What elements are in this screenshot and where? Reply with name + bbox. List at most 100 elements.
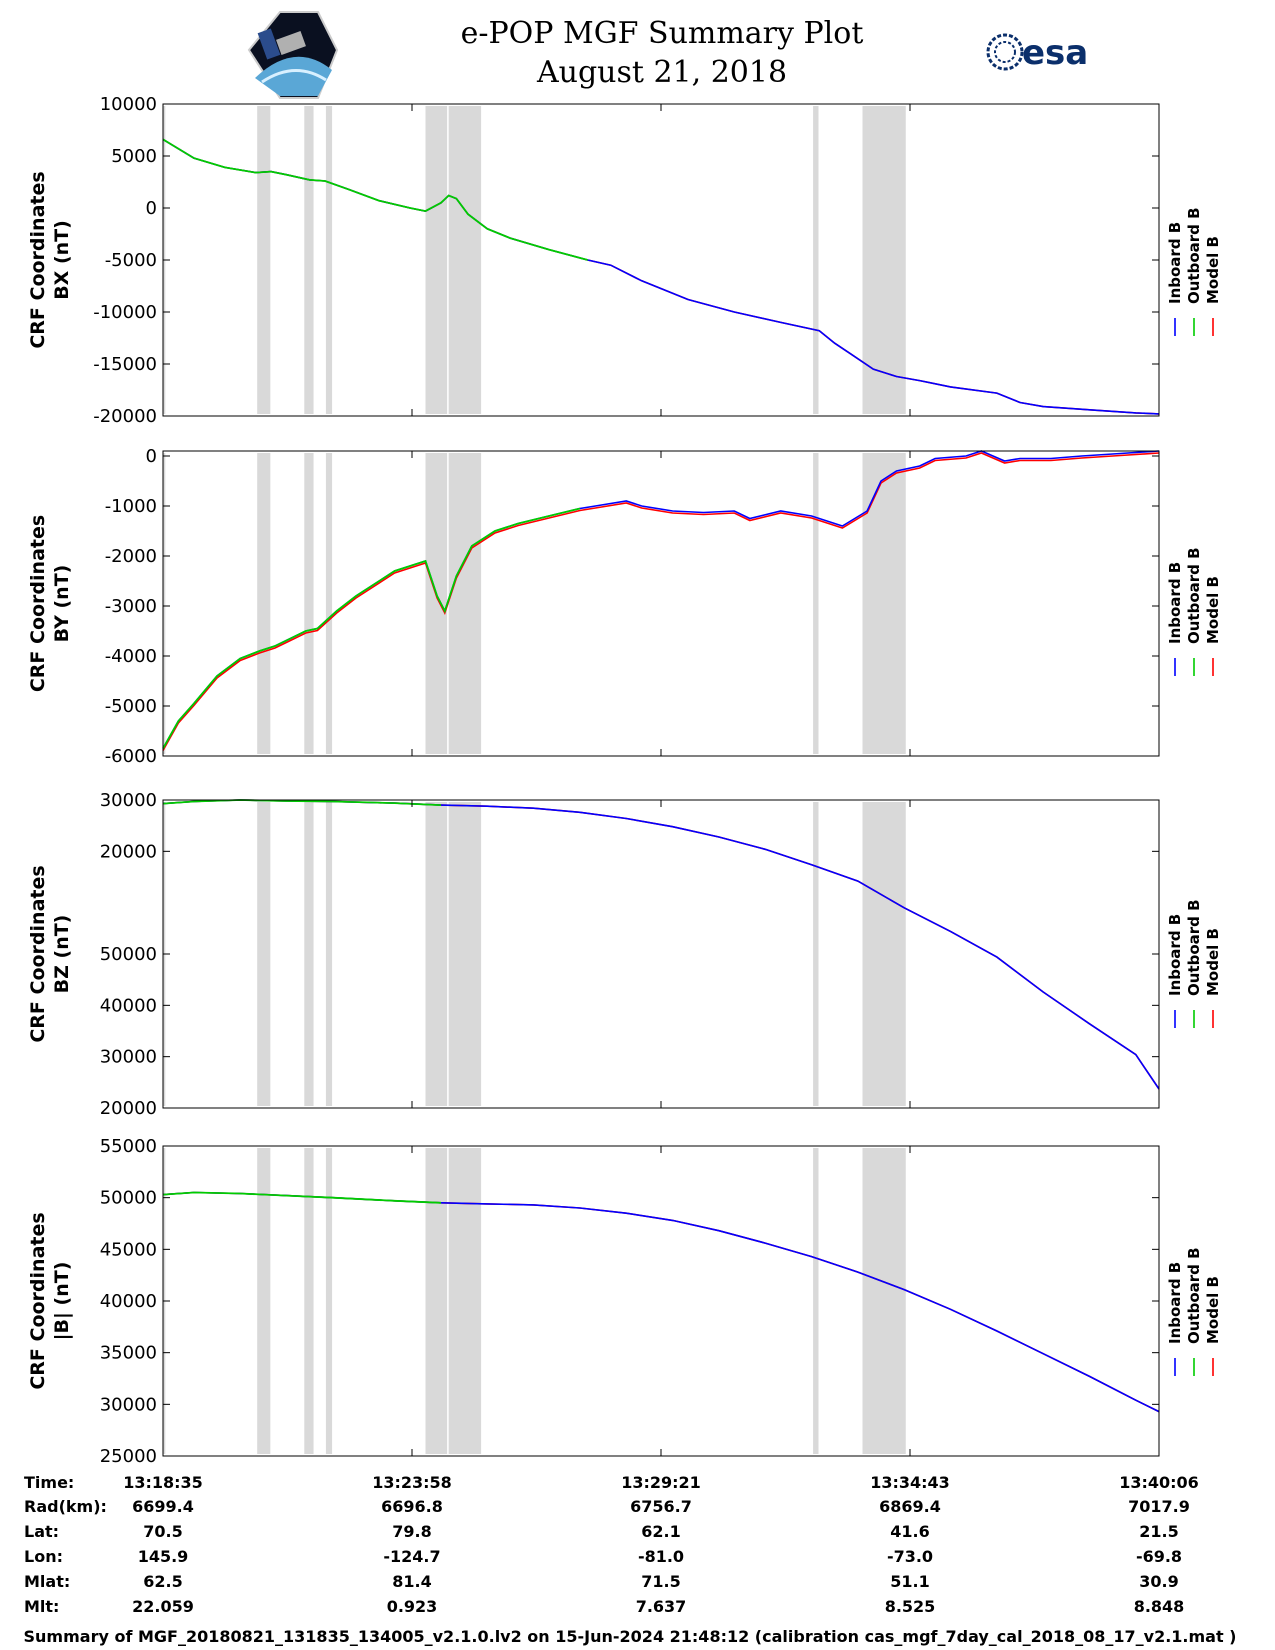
gap-shade-6 (448, 802, 482, 1106)
ytick-label: 25000 (100, 1446, 157, 1467)
ephem-cell: 21.5 (1139, 1522, 1178, 1541)
panel-1: -20000 -15000 -10000 -5000 0 5000 10000 CRF Coo… (27, 94, 1222, 427)
mission-logo (247, 11, 339, 99)
ytick-label: 50000 (100, 944, 157, 965)
ytick-label: 20000 (100, 1098, 157, 1119)
gap-shade-7 (813, 106, 819, 414)
ephem-cell: 13:18:35 (123, 1473, 203, 1492)
ytick-label: 40000 (100, 1291, 157, 1312)
outboard-b-line (162, 138, 588, 261)
gap-shade-4 (325, 1148, 333, 1454)
title-line-1: e-POP MGF Summary Plot (461, 16, 864, 51)
ytick-label: -3000 (105, 596, 157, 617)
ylabel-line2: BX (nT) (51, 220, 73, 300)
legend: Inboard B Outboard B Model B (1166, 207, 1222, 336)
ylabel-line2: |B| (nT) (51, 1262, 73, 1341)
gap-shade-6 (448, 453, 482, 754)
ytick-label: -5000 (105, 250, 157, 271)
ylabel-line1: CRF Coordinates (27, 1212, 49, 1389)
ephem-cell: 8.525 (885, 1597, 936, 1616)
ytick-label: 20000 (100, 841, 157, 862)
ephem-cell: 7.637 (636, 1597, 687, 1616)
ephem-cell: -81.0 (638, 1547, 684, 1566)
ephem-cell: 7017.9 (1128, 1497, 1190, 1516)
ephem-row-label: Lon: (24, 1547, 63, 1566)
ytick-label: 0 (146, 198, 157, 219)
gap-shade-3 (304, 802, 314, 1106)
ytick-label: 55000 (100, 1136, 157, 1157)
ephem-cell: 81.4 (392, 1572, 431, 1591)
legend-label: Outboard B (1185, 207, 1203, 304)
ytick-label: 30000 (100, 790, 157, 811)
gap-shade-4 (325, 106, 333, 414)
ytick-label: 30000 (100, 1047, 157, 1068)
ephem-cell: -69.8 (1136, 1547, 1182, 1566)
ephem-cell: 30.9 (1139, 1572, 1178, 1591)
legend-label: Model B (1204, 576, 1222, 644)
legend-label: Model B (1204, 236, 1222, 304)
gap-shade-6 (448, 106, 482, 414)
ylabel: CRF Coordinates BX (nT) (27, 171, 73, 348)
gap-shade-8 (862, 1148, 906, 1454)
ytick-label: 50000 (100, 1188, 157, 1209)
ephem-cell: 41.6 (890, 1522, 929, 1541)
ephem-row-label: Mlat: (24, 1572, 70, 1591)
title-line-2: August 21, 2018 (536, 55, 787, 90)
ephem-cell: 79.8 (392, 1522, 431, 1541)
ytick-label: -4000 (105, 646, 157, 667)
ephem-cell: 62.1 (641, 1522, 680, 1541)
gap-shade-5 (425, 1148, 448, 1454)
gap-shade-5 (425, 802, 448, 1106)
ephem-cell: 6696.8 (381, 1497, 443, 1516)
ytick-label: 0 (146, 446, 157, 467)
legend-label: Inboard B (1166, 562, 1184, 644)
ephem-cell: 13:29:21 (621, 1473, 701, 1492)
gap-shade-4 (325, 453, 333, 754)
outboard-b-line (162, 507, 581, 749)
ephem-cell: 70.5 (143, 1522, 182, 1541)
ytick-label: -5000 (105, 696, 157, 717)
legend-label: Inboard B (1166, 1262, 1184, 1344)
gap-shade-5 (425, 453, 448, 754)
ytick-label: 5000 (111, 146, 157, 167)
ephem-cell: 71.5 (641, 1572, 680, 1591)
model-b-line (162, 452, 1160, 751)
legend-label: Outboard B (1185, 1247, 1203, 1344)
gap-shade-5 (425, 106, 448, 414)
gap-shade-2 (257, 1148, 271, 1454)
gap-shade-6 (448, 1148, 482, 1454)
ephem-cell: 13:23:58 (372, 1473, 452, 1492)
ephem-row-label: Mlt: (24, 1597, 59, 1616)
legend-label: Inboard B (1166, 222, 1184, 304)
gap-shade-3 (304, 453, 314, 754)
ytick-label: -1000 (105, 496, 157, 517)
ytick-label: -6000 (105, 746, 157, 767)
ephem-cell: -124.7 (383, 1547, 440, 1566)
ylabel-line1: CRF Coordinates (27, 171, 49, 348)
legend-label: Inboard B (1166, 914, 1184, 996)
ephem-cell: 0.923 (387, 1597, 438, 1616)
ylabel-line2: BY (nT) (51, 565, 73, 643)
ephem-cell: 8.848 (1134, 1597, 1185, 1616)
outboard-b-line (162, 1191, 442, 1204)
ylabel: CRF Coordinates |B| (nT) (27, 1212, 73, 1389)
esa-wordmark: esa (1022, 33, 1088, 73)
ylabel-line1: CRF Coordinates (27, 865, 49, 1042)
gap-shade-7 (813, 1148, 819, 1454)
ephem-row-label: Time: (24, 1473, 74, 1492)
legend: Inboard B Outboard B Model B (1166, 547, 1222, 676)
ytick-label: 35000 (100, 1343, 157, 1364)
gap-shade-8 (862, 453, 906, 754)
gap-shade-2 (257, 106, 271, 414)
ephem-cell: 145.9 (138, 1547, 189, 1566)
legend: Inboard B Outboard B Model B (1166, 1247, 1222, 1376)
ytick-label: -2000 (105, 546, 157, 567)
ephem-cell: 6699.4 (132, 1497, 194, 1516)
ytick-label: 40000 (100, 995, 157, 1016)
ephem-cell: 51.1 (890, 1572, 929, 1591)
ylabel: CRF Coordinates BZ (nT) (27, 865, 73, 1042)
gap-shade-8 (862, 802, 906, 1106)
